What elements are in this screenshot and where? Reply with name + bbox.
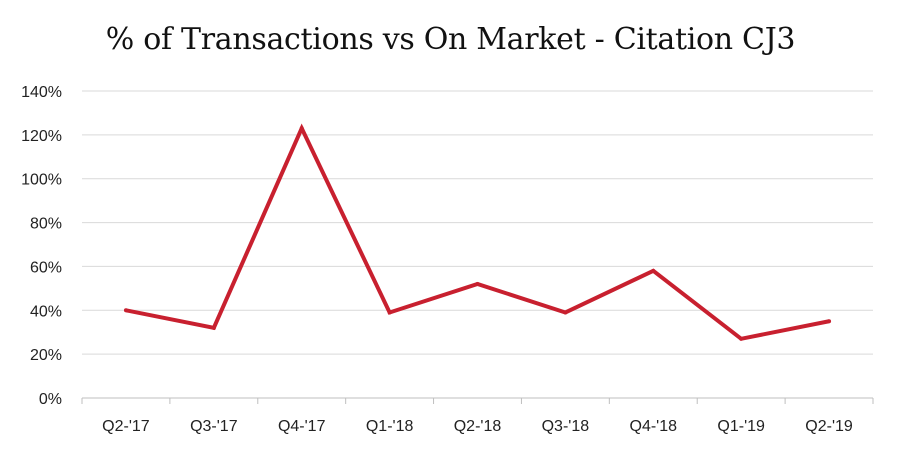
data-point [827,319,832,324]
y-tick-label: 120% [21,128,62,145]
chart-title: % of Transactions vs On Market - Citatio… [105,22,796,57]
y-tick-label: 20% [30,347,62,364]
x-tick-label: Q2-'17 [102,418,150,435]
x-tick-label: Q1-'19 [717,418,765,435]
x-tick-label: Q4-'18 [630,418,678,435]
data-point [563,310,568,315]
y-tick-label: 0% [39,391,62,408]
y-tick-label: 60% [30,259,62,276]
x-tick-label: Q3-'17 [190,418,238,435]
y-tick-label: 40% [30,303,62,320]
data-point [475,281,480,286]
y-tick-label: 100% [21,172,62,189]
x-tick-label: Q1-'18 [366,418,414,435]
data-point [123,308,128,313]
x-axis-ticks: Q2-'17 Q3-'17 Q4-'17 Q1-'18 Q2-'18 Q3-'18 Q4-'… [81,398,874,435]
data-point [211,325,216,330]
y-axis-ticks: 0% 20% 40% 60% 80% 100% 120% 140% [21,84,62,408]
series-line [125,123,830,341]
data-point [387,310,392,315]
x-tick-label: Q2-'18 [454,418,502,435]
data-point [739,336,744,341]
y-tick-label: 80% [30,216,62,233]
series-layer [123,123,832,341]
data-point [651,268,656,273]
y-tick-label: 140% [21,84,62,101]
x-tick-label: Q4-'17 [278,418,326,435]
x-tick-label: Q3-'18 [542,418,590,435]
data-point [299,126,304,131]
x-tick-label: Q2-'19 [805,418,853,435]
gridlines [82,90,873,399]
